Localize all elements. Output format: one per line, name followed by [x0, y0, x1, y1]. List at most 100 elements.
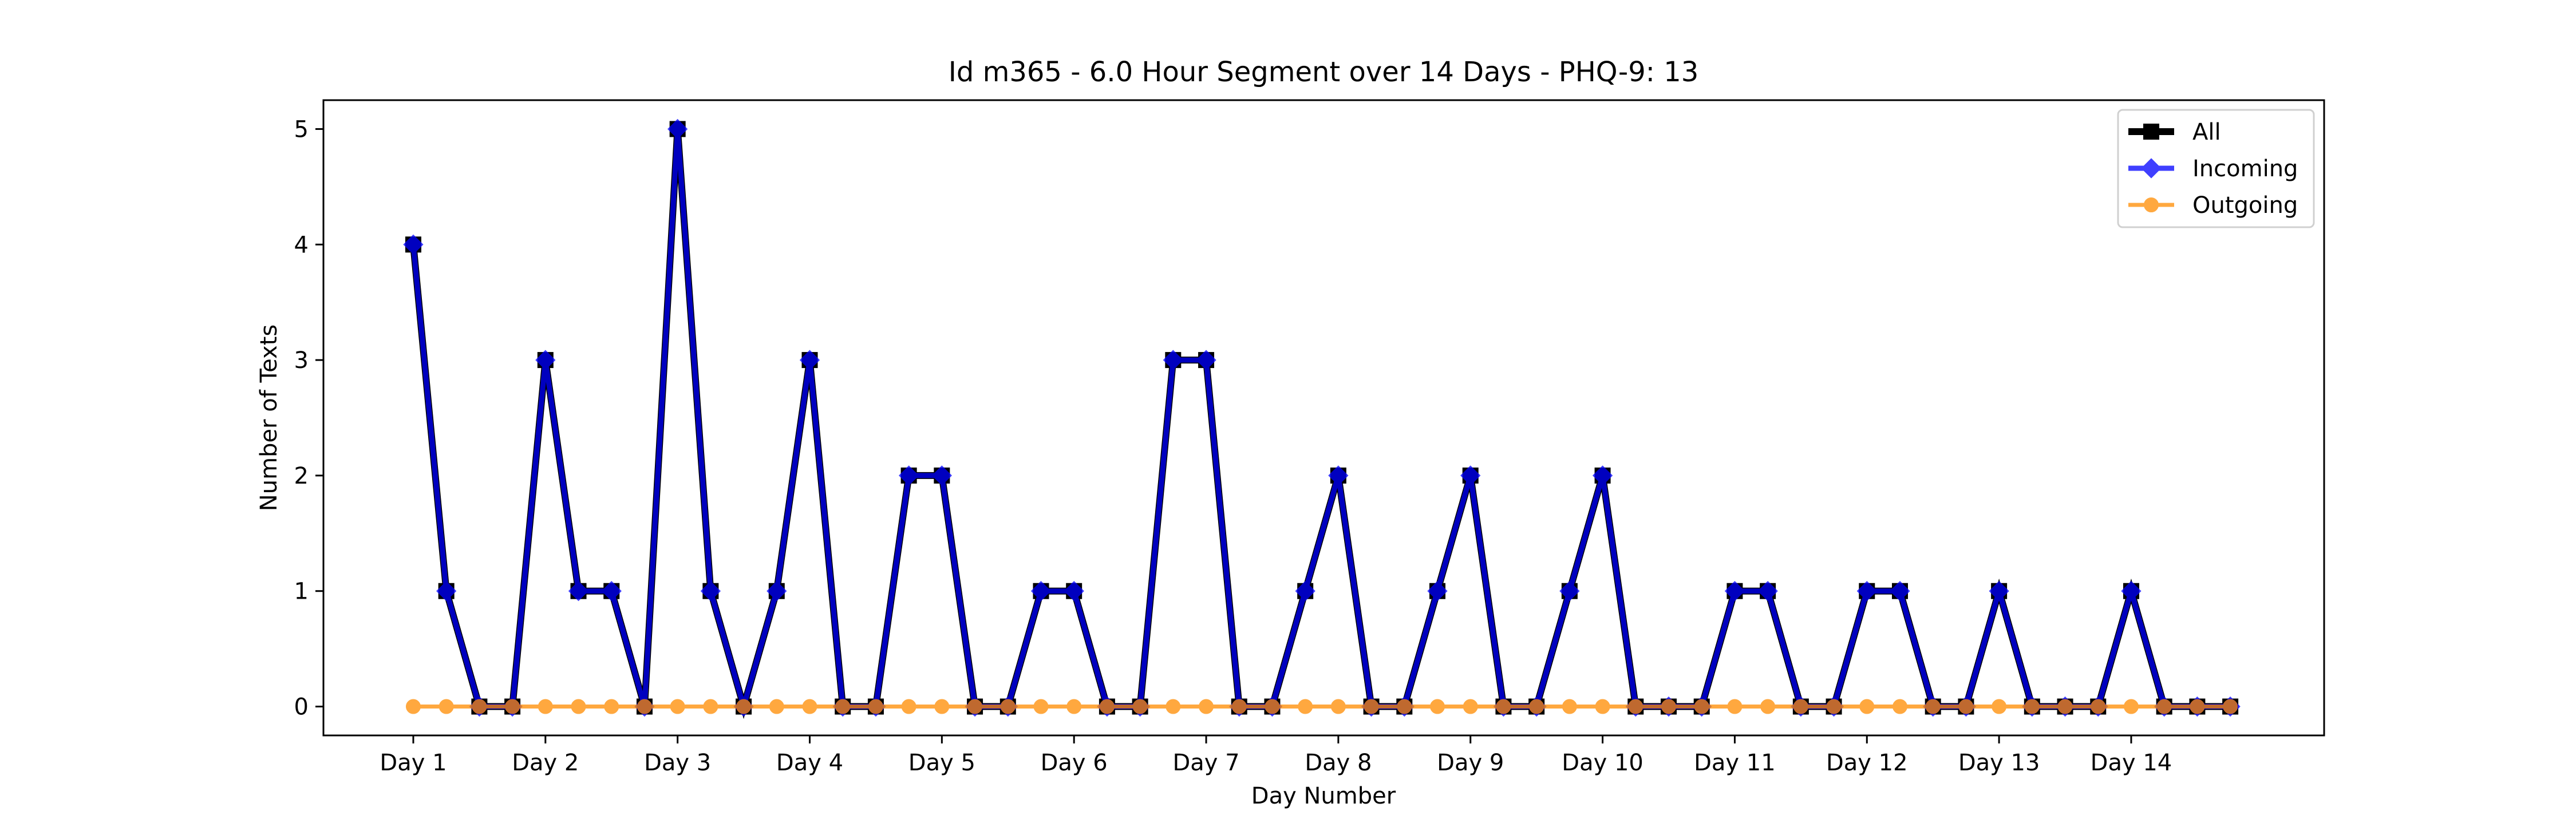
data-point-incoming: [1163, 350, 1184, 370]
data-point-outgoing: [1330, 699, 1346, 714]
data-point-outgoing: [405, 699, 421, 714]
data-point-outgoing: [472, 699, 487, 714]
x-tick-label: Day 13: [1958, 750, 2040, 776]
data-point-outgoing: [1958, 699, 1974, 714]
data-point-outgoing: [2057, 699, 2073, 714]
data-point-outgoing: [2190, 699, 2205, 714]
data-point-outgoing: [1265, 699, 1280, 714]
plot-frame: [322, 99, 2325, 737]
data-point-outgoing: [802, 699, 817, 714]
data-point-outgoing: [637, 699, 652, 714]
data-point-outgoing: [1364, 699, 1379, 714]
data-point-outgoing: [2156, 699, 2172, 714]
data-point-outgoing: [1496, 699, 1511, 714]
data-point-incoming: [403, 234, 424, 255]
y-axis-label: Number of Texts: [256, 325, 282, 511]
legend-marker-outgoing: [2144, 197, 2159, 212]
data-point-outgoing: [1925, 699, 1941, 714]
data-point-outgoing: [934, 699, 950, 714]
y-tick-label: 0: [294, 694, 309, 721]
data-point-outgoing: [1231, 699, 1247, 714]
y-tick-label: 4: [294, 232, 309, 258]
data-point-outgoing: [868, 699, 883, 714]
data-point-outgoing: [1132, 699, 1148, 714]
data-point-incoming: [1460, 465, 1481, 486]
data-point-outgoing: [505, 699, 520, 714]
data-point-incoming: [667, 118, 688, 140]
x-tick-label: Day 5: [908, 750, 975, 776]
legend-marker-incoming: [2141, 158, 2162, 179]
data-point-outgoing: [604, 699, 619, 714]
data-point-outgoing: [438, 699, 454, 714]
data-point-outgoing: [1727, 699, 1743, 714]
chart-title: Id m365 - 6.0 Hour Segment over 14 Days …: [949, 56, 1699, 88]
data-point-incoming: [1592, 465, 1613, 486]
series-line-incoming: [410, 129, 2231, 716]
data-point-incoming: [1890, 581, 1910, 602]
x-tick-label: Day 2: [512, 750, 579, 776]
legend-marker-all: [2143, 124, 2159, 140]
data-point-outgoing: [1099, 699, 1115, 714]
x-tick-label: Day 1: [380, 750, 447, 776]
data-point-incoming: [799, 350, 820, 370]
data-point-incoming: [767, 581, 787, 602]
data-point-outgoing: [1033, 699, 1049, 714]
data-point-outgoing: [1826, 699, 1842, 714]
data-point-incoming: [535, 350, 556, 370]
data-point-incoming: [1989, 581, 2009, 602]
data-point-incoming: [1724, 581, 1745, 602]
x-tick-label: Day 8: [1305, 750, 1372, 776]
legend-entry-all: [2128, 124, 2174, 140]
data-point-outgoing: [1661, 699, 1677, 714]
data-point-outgoing: [1199, 699, 1214, 714]
x-tick-label: Day 6: [1041, 750, 1108, 776]
data-point-outgoing: [670, 699, 685, 714]
data-point-outgoing: [1066, 699, 1082, 714]
x-tick-label: Day 3: [644, 750, 711, 776]
data-point-incoming: [898, 465, 919, 486]
legend-label-incoming: Incoming: [2192, 156, 2298, 182]
data-point-outgoing: [1529, 699, 1544, 714]
legend-entry-incoming: [2128, 158, 2174, 179]
legend-label-outgoing: Outgoing: [2192, 192, 2298, 219]
y-tick-label: 1: [294, 579, 309, 605]
data-point-outgoing: [1628, 699, 1643, 714]
data-point-outgoing: [1992, 699, 2007, 714]
data-point-outgoing: [1165, 699, 1181, 714]
data-point-incoming: [1064, 581, 1084, 602]
x-axis-label: Day Number: [1251, 783, 1396, 809]
data-point-incoming: [1295, 581, 1315, 602]
x-tick-label: Day 4: [776, 750, 843, 776]
y-tick-label: 5: [294, 116, 309, 143]
data-point-outgoing: [1793, 699, 1808, 714]
data-point-incoming: [1559, 581, 1580, 602]
x-tick-label: Day 10: [1562, 750, 1643, 776]
data-point-incoming: [1328, 465, 1349, 486]
data-point-outgoing: [1000, 699, 1016, 714]
data-point-incoming: [1427, 581, 1448, 602]
data-point-outgoing: [2123, 699, 2139, 714]
data-point-outgoing: [1562, 699, 1577, 714]
series-outgoing: [405, 699, 2238, 714]
data-point-outgoing: [1595, 699, 1610, 714]
y-axis-ticks: 0 1 2 3 4 5: [294, 116, 323, 721]
series-layer: [403, 118, 2241, 719]
data-point-outgoing: [1298, 699, 1313, 714]
data-point-outgoing: [1760, 699, 1776, 714]
legend: All Incoming Outgoing: [2117, 109, 2315, 228]
data-point-outgoing: [835, 699, 851, 714]
data-point-incoming: [1030, 581, 1052, 602]
x-tick-label: Day 7: [1172, 750, 1239, 776]
data-point-incoming: [2121, 581, 2142, 602]
data-point-outgoing: [967, 699, 983, 714]
data-point-outgoing: [1397, 699, 1412, 714]
data-point-outgoing: [736, 699, 752, 714]
data-point-outgoing: [1430, 699, 1445, 714]
data-point-outgoing: [703, 699, 718, 714]
data-point-outgoing: [1463, 699, 1478, 714]
x-tick-label: Day 12: [1826, 750, 1908, 776]
data-point-outgoing: [538, 699, 553, 714]
data-point-outgoing: [1694, 699, 1709, 714]
